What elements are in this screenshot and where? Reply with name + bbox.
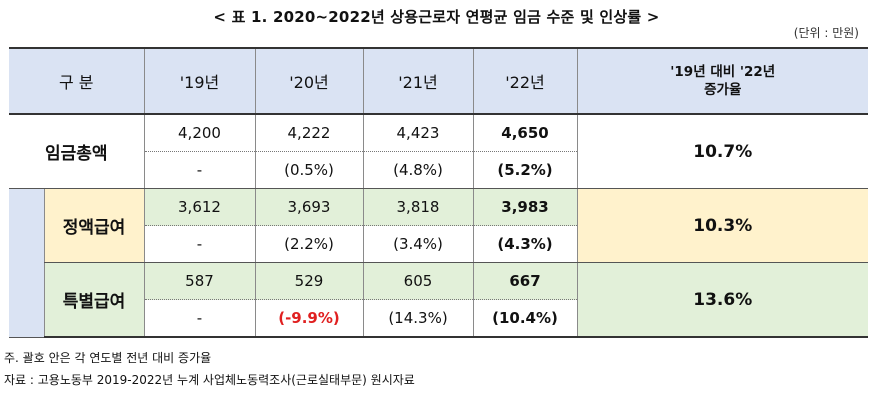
cell-special-change-2019: - bbox=[143, 299, 255, 338]
cell-total-change-2022: (5.2%) bbox=[472, 151, 577, 189]
table-row: - (2.2%) (3.4%) (4.3%) bbox=[9, 225, 868, 263]
table-row: - (0.5%) (4.8%) (5.2%) bbox=[9, 151, 868, 189]
cell-regular-change-2020: (2.2%) bbox=[254, 225, 363, 263]
header-growth-line1: '19년 대비 '22년 bbox=[670, 64, 776, 80]
row-label-total: 임금총액 bbox=[9, 114, 144, 189]
table-row: 특별급여 587 529 605 667 13.6% bbox=[9, 262, 868, 338]
cell-regular-2021: 3,818 bbox=[362, 188, 473, 226]
cell-total-growth: 10.7% bbox=[576, 114, 868, 189]
header-2020: '20년 bbox=[254, 47, 363, 115]
cell-total-2019: 4,200 bbox=[143, 114, 255, 152]
table-row: - (-9.9%) (14.3%) (10.4%) bbox=[9, 299, 868, 338]
cell-special-change-2020: (-9.9%) bbox=[254, 299, 363, 338]
cell-total-change-2019: - bbox=[143, 151, 255, 189]
cell-total-2022: 4,650 bbox=[472, 114, 577, 152]
cell-regular-change-2022: (4.3%) bbox=[472, 225, 577, 263]
cell-regular-change-2019: - bbox=[143, 225, 255, 263]
table-row: 정액급여 3,612 3,693 3,818 3,983 10.3% bbox=[9, 188, 868, 338]
footnote: 주. 괄호 안은 각 연도별 전년 대비 증가율 bbox=[4, 351, 212, 365]
wage-table: 구 분 '19년 '20년 '21년 '22년 '19년 대비 '22년 증가율… bbox=[9, 47, 868, 338]
header-2019: '19년 bbox=[143, 47, 255, 115]
cell-total-2020: 4,222 bbox=[254, 114, 363, 152]
cell-regular-2019: 3,612 bbox=[143, 188, 255, 226]
cell-special-growth: 13.6% bbox=[576, 262, 868, 338]
cell-special-2019: 587 bbox=[143, 262, 255, 300]
header-growth: '19년 대비 '22년 증가율 bbox=[576, 47, 868, 115]
cell-total-change-2021: (4.8%) bbox=[362, 151, 473, 189]
table-row: 임금총액 4,200 4,222 4,423 4,650 10.7% bbox=[9, 114, 868, 189]
source-note: 자료 : 고용노동부 2019-2022년 누계 사업체노동력조사(근로실태부문… bbox=[4, 373, 415, 387]
header-2022: '22년 bbox=[472, 47, 577, 115]
cell-total-change-2020: (0.5%) bbox=[254, 151, 363, 189]
header-row: 구 분 '19년 '20년 '21년 '22년 '19년 대비 '22년 증가율 bbox=[9, 47, 868, 115]
cell-special-2021: 605 bbox=[362, 262, 473, 300]
cell-special-2022: 667 bbox=[472, 262, 577, 300]
cell-special-change-2022: (10.4%) bbox=[472, 299, 577, 338]
cell-regular-2020: 3,693 bbox=[254, 188, 363, 226]
cell-special-change-2021: (14.3%) bbox=[362, 299, 473, 338]
cell-regular-change-2021: (3.4%) bbox=[362, 225, 473, 263]
row-label-special: 특별급여 bbox=[43, 262, 144, 338]
table-title: < 표 1. 2020~2022년 상용근로자 연평균 임금 수준 및 인상률 … bbox=[213, 8, 660, 26]
unit-label: (단위 : 만원) bbox=[793, 26, 859, 40]
cell-special-2020: 529 bbox=[254, 262, 363, 300]
header-growth-line2: 증가율 bbox=[704, 82, 742, 98]
header-2021: '21년 bbox=[362, 47, 473, 115]
cell-regular-growth: 10.3% bbox=[576, 188, 868, 263]
cell-regular-2022: 3,983 bbox=[472, 188, 577, 226]
row-label-regular: 정액급여 bbox=[43, 188, 144, 263]
header-category: 구 분 bbox=[9, 47, 144, 115]
cell-total-2021: 4,423 bbox=[362, 114, 473, 152]
indent-spacer bbox=[9, 188, 44, 338]
